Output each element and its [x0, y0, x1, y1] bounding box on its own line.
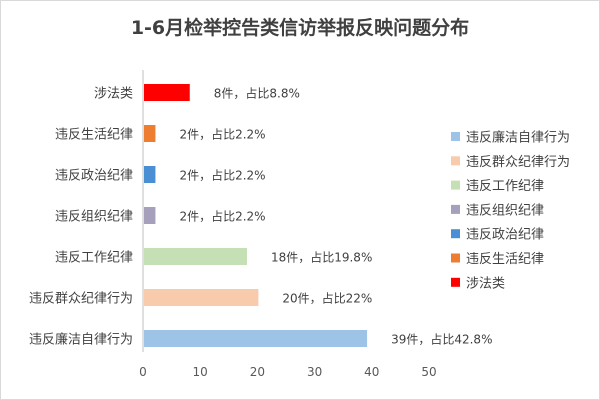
data-label: 20件，占比22% — [282, 291, 372, 306]
legend: 违反廉洁自律行为违反群众纪律行为违反工作纪律违反组织纪律违反政治纪律违反生活纪律… — [451, 130, 570, 291]
bar — [144, 207, 156, 224]
data-label: 2件，占比2.2% — [179, 127, 265, 142]
legend-swatch — [451, 229, 460, 239]
bar — [144, 289, 259, 306]
legend-swatch — [451, 204, 460, 214]
legend-swatch — [451, 277, 460, 287]
data-label: 2件，占比2.2% — [179, 168, 265, 183]
bar — [144, 166, 156, 183]
x-tick-label: 20 — [250, 365, 265, 379]
bar — [144, 84, 190, 101]
bar — [144, 125, 156, 142]
legend-swatch — [451, 253, 460, 263]
legend-swatch — [451, 180, 460, 190]
category-label: 违反廉洁自律行为 — [29, 332, 133, 348]
legend-swatch — [451, 132, 460, 141]
x-tick-label: 30 — [307, 365, 322, 379]
category-label: 违反群众纪律行为 — [29, 292, 133, 307]
data-label: 2件，占比2.2% — [179, 209, 265, 224]
bar — [144, 330, 368, 347]
legend-label: 违反廉洁自律行为 — [466, 130, 570, 146]
x-tick-label: 10 — [193, 365, 208, 379]
legend-swatch — [451, 156, 460, 166]
legend-label: 违反生活纪律 — [466, 252, 544, 267]
x-tick-label: 40 — [364, 365, 379, 379]
legend-label: 违反组织纪律 — [466, 203, 544, 218]
chart-title: 1-6月检举控告类信访举报反映问题分布 — [131, 16, 469, 39]
legend-label: 违反群众纪律行为 — [466, 155, 570, 170]
data-label: 8件，占比8.8% — [214, 86, 300, 101]
x-tick-label: 50 — [421, 365, 436, 379]
legend-label: 涉法类 — [466, 276, 505, 291]
x-tick-label: 0 — [139, 365, 147, 379]
plot-area: 0 10 20 30 40 50 违反廉洁自律行为 39件，占比42.8% 违反群众纪律行为 20… — [29, 70, 492, 379]
bar — [144, 248, 247, 265]
data-label: 39件，占比42.8% — [391, 332, 492, 347]
category-label: 违反组织纪律 — [55, 210, 133, 225]
legend-label: 违反工作纪律 — [466, 179, 544, 194]
category-label: 违反工作纪律 — [55, 251, 133, 266]
category-label: 违反生活纪律 — [55, 128, 133, 143]
legend-label: 违反政治纪律 — [466, 228, 544, 243]
data-label: 18件，占比19.8% — [271, 250, 372, 265]
category-label: 违反政治纪律 — [55, 169, 133, 184]
category-label: 涉法类 — [94, 87, 133, 102]
